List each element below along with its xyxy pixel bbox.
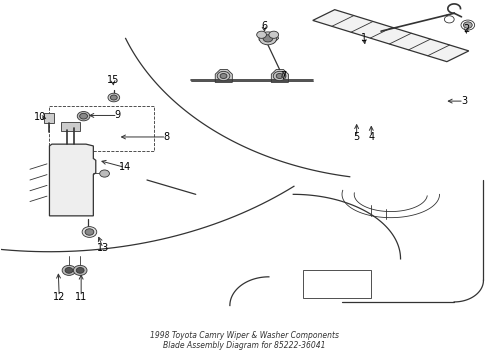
Circle shape (76, 267, 84, 273)
Circle shape (77, 112, 90, 121)
FancyBboxPatch shape (61, 122, 80, 131)
Text: 11: 11 (75, 292, 87, 302)
Circle shape (263, 35, 272, 42)
Text: 12: 12 (53, 292, 65, 302)
Text: 13: 13 (97, 243, 109, 253)
Circle shape (220, 73, 226, 78)
Polygon shape (215, 69, 232, 82)
Polygon shape (312, 10, 468, 62)
Text: 7: 7 (280, 71, 286, 81)
Circle shape (73, 265, 87, 275)
Polygon shape (271, 69, 288, 82)
Text: 1: 1 (360, 33, 366, 43)
Text: 6: 6 (261, 21, 266, 31)
Circle shape (65, 267, 73, 273)
FancyBboxPatch shape (44, 113, 54, 123)
Circle shape (276, 73, 283, 78)
Circle shape (62, 265, 76, 275)
Circle shape (110, 95, 117, 100)
Circle shape (273, 71, 285, 81)
Text: 10: 10 (34, 112, 46, 122)
Circle shape (108, 93, 120, 102)
Text: 3: 3 (460, 96, 466, 106)
Text: 4: 4 (367, 132, 374, 142)
Text: 1998 Toyota Camry Wiper & Washer Components
Blade Assembly Diagram for 85222-360: 1998 Toyota Camry Wiper & Washer Compone… (150, 331, 338, 350)
Circle shape (259, 32, 276, 45)
Polygon shape (259, 33, 278, 44)
Circle shape (100, 170, 109, 177)
Circle shape (444, 16, 453, 23)
FancyBboxPatch shape (303, 270, 370, 298)
Text: 2: 2 (462, 24, 468, 35)
Polygon shape (49, 144, 96, 216)
Circle shape (463, 22, 471, 28)
Circle shape (256, 31, 266, 39)
Circle shape (217, 71, 229, 81)
Circle shape (82, 226, 97, 237)
Text: 15: 15 (106, 75, 119, 85)
Text: 14: 14 (119, 162, 131, 172)
Circle shape (268, 31, 278, 39)
Circle shape (85, 229, 94, 235)
Text: 9: 9 (114, 111, 121, 121)
Text: 5: 5 (353, 132, 359, 142)
Text: 8: 8 (163, 132, 169, 142)
Circle shape (80, 113, 87, 119)
